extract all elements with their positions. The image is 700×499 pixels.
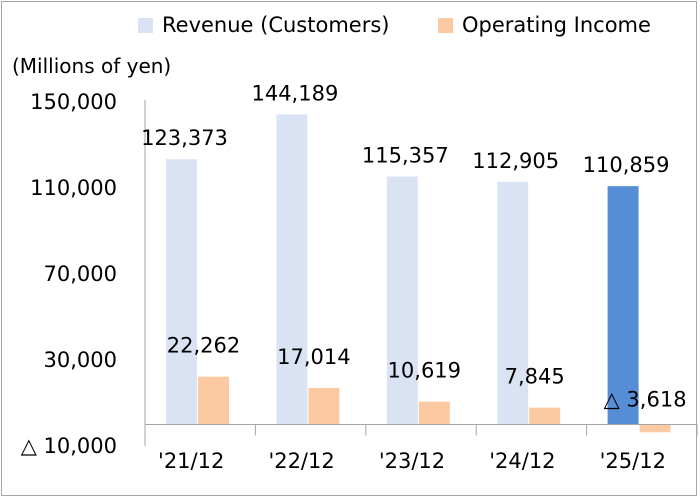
bars <box>166 114 671 433</box>
operating-income-bar <box>418 401 450 425</box>
revenue-bar <box>497 181 529 425</box>
x-tick-label: '21/12 <box>158 449 224 473</box>
revenue-data-label: 144,189 <box>251 81 338 105</box>
operating-income-data-label: 10,619 <box>388 359 461 383</box>
data-labels: 123,373 22,262 144,189 17,014 115,357 10,619 1… <box>141 81 686 411</box>
y-tick-label: 150,000 <box>30 90 117 114</box>
x-tick-label: '22/12 <box>268 449 334 473</box>
revenue-bar <box>607 186 639 425</box>
operating-income-data-label: 7,845 <box>505 365 565 389</box>
revenue-data-label: 110,859 <box>583 153 670 177</box>
unit-label: (Millions of yen) <box>12 54 171 78</box>
revenue-bar <box>276 114 308 425</box>
legend-swatch-revenue <box>138 17 153 33</box>
y-tick-label: △ 10,000 <box>21 434 117 458</box>
y-tick-label: 70,000 <box>44 262 117 286</box>
operating-income-data-label: 17,014 <box>277 345 350 369</box>
legend-2: Operating Income <box>438 13 651 37</box>
legend-label-revenue: Revenue (Customers) <box>162 13 390 37</box>
revenue-bar <box>166 159 197 425</box>
operating-income-bar <box>308 387 340 425</box>
x-tick-label: '24/12 <box>489 449 555 473</box>
revenue-bar <box>386 176 418 425</box>
revenue-data-label: 123,373 <box>141 126 228 150</box>
y-axis: 150,000 110,000 70,000 30,000 △ 10,000 <box>21 90 146 458</box>
x-tick-label: '23/12 <box>379 449 445 473</box>
x-tick-label: '25/12 <box>600 449 666 473</box>
operating-income-bar <box>639 424 671 433</box>
legend-swatch-operating-income <box>438 17 453 33</box>
operating-income-data-label: 22,262 <box>167 334 240 358</box>
legend: Revenue (Customers) <box>138 13 389 37</box>
operating-income-data-label: △ 3,618 <box>604 388 687 412</box>
x-axis: '21/12 '22/12 '23/12 '24/12 '25/12 <box>144 424 698 473</box>
revenue-data-label: 115,357 <box>362 143 449 167</box>
revenue-data-label: 112,905 <box>472 149 559 173</box>
y-tick-label: 110,000 <box>30 176 117 200</box>
y-tick-label: 30,000 <box>44 348 117 372</box>
operating-income-bar <box>198 376 229 425</box>
legend-label-operating-income: Operating Income <box>462 13 651 37</box>
operating-income-bar <box>529 407 561 425</box>
